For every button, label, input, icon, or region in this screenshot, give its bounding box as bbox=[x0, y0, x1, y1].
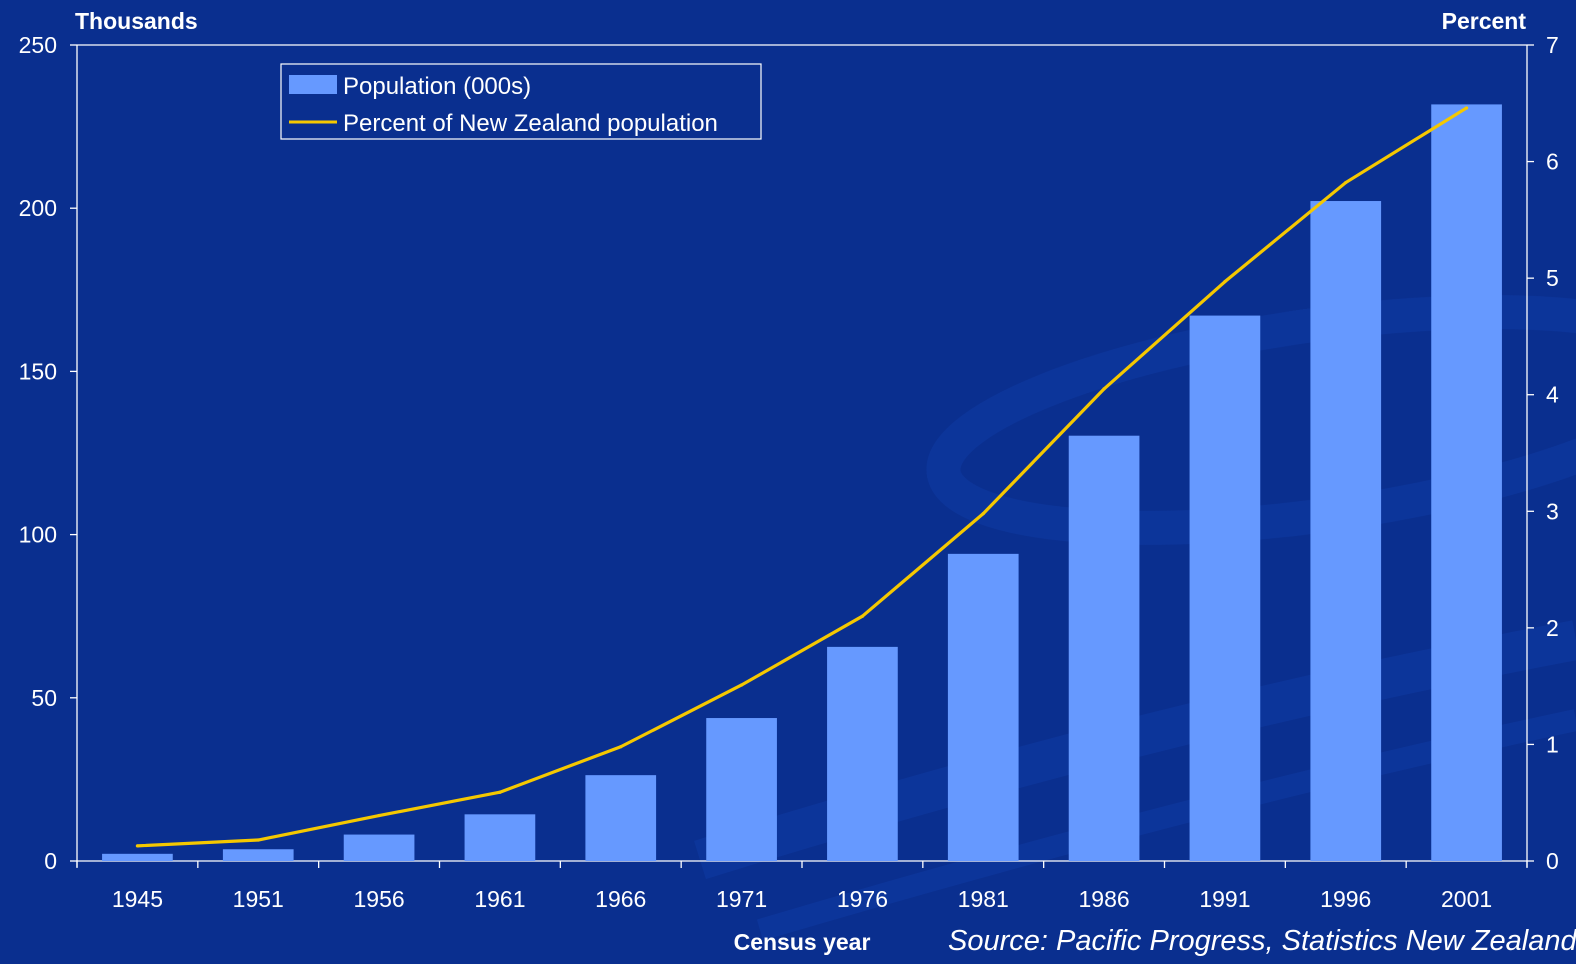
bar bbox=[947, 553, 1019, 861]
line-point bbox=[498, 790, 502, 794]
line-point bbox=[1102, 387, 1106, 391]
line-point bbox=[981, 512, 985, 516]
line-point bbox=[1464, 106, 1469, 110]
bar bbox=[1431, 104, 1502, 862]
line-point bbox=[135, 844, 140, 848]
y2-tick-label: 4 bbox=[1546, 382, 1559, 408]
legend-bar-label: Population (000s) bbox=[343, 73, 531, 100]
y2-tick-label: 5 bbox=[1546, 265, 1559, 291]
x-tick-label: 1981 bbox=[958, 886, 1009, 912]
legend-line-label: Percent of New Zealand population bbox=[343, 110, 718, 137]
line-point bbox=[619, 745, 623, 749]
x-tick-label: 1951 bbox=[233, 886, 284, 912]
x-tick-label: 1986 bbox=[1078, 886, 1129, 912]
axes bbox=[70, 44, 1534, 868]
y2-axis-title: Percent bbox=[1442, 8, 1527, 34]
y2-tick-label: 0 bbox=[1546, 848, 1559, 874]
y2-tick-label: 3 bbox=[1546, 498, 1559, 524]
line-point bbox=[860, 614, 865, 618]
tick-labels: 0 50 100 150 200 250 0 1 2 3 4 5 6 7 1945 1951 1956 1961 1… bbox=[19, 32, 1559, 912]
y-tick-label: 100 bbox=[19, 522, 57, 548]
y-tick-label: 250 bbox=[19, 32, 57, 58]
x-tick-label: 1971 bbox=[716, 886, 767, 912]
bar-series bbox=[102, 104, 1502, 862]
line-point bbox=[1344, 180, 1348, 185]
bar bbox=[222, 849, 294, 861]
bar bbox=[585, 775, 657, 861]
bar bbox=[1310, 201, 1382, 862]
line-point bbox=[256, 838, 260, 842]
y-axis-title: Thousands bbox=[75, 8, 198, 34]
bar bbox=[827, 646, 898, 861]
bar bbox=[1068, 435, 1140, 861]
y-tick-label: 150 bbox=[19, 358, 57, 384]
y2-tick-label: 2 bbox=[1546, 615, 1559, 641]
legend-box bbox=[280, 63, 762, 140]
line-series bbox=[135, 106, 1469, 848]
y-tick-label: 0 bbox=[44, 848, 57, 874]
x-tick-label: 1945 bbox=[112, 886, 163, 912]
legend: Population (000s) Percent of New Zealand… bbox=[280, 63, 762, 140]
y2-tick-label: 1 bbox=[1546, 731, 1559, 757]
x-tick-label: 2001 bbox=[1441, 886, 1492, 912]
line-point bbox=[377, 813, 381, 818]
x-tick-label: 1976 bbox=[837, 886, 888, 912]
x-tick-label: 1956 bbox=[353, 886, 404, 912]
source-note: Source: Pacific Progress, Statistics New… bbox=[948, 925, 1576, 957]
bar bbox=[706, 718, 777, 861]
x-tick-label: 1966 bbox=[595, 886, 646, 912]
y-tick-label: 50 bbox=[31, 685, 57, 711]
y2-tick-label: 7 bbox=[1546, 32, 1559, 58]
x-axis-title: Census year bbox=[734, 929, 871, 955]
line-point bbox=[1223, 280, 1227, 284]
y2-tick-label: 6 bbox=[1546, 149, 1559, 175]
x-tick-label: 1996 bbox=[1320, 886, 1371, 912]
x-tick-label: 1991 bbox=[1199, 886, 1250, 912]
bar bbox=[464, 814, 536, 861]
y-tick-label: 200 bbox=[19, 195, 57, 221]
bar bbox=[343, 834, 415, 861]
percent-line bbox=[137, 106, 1468, 848]
bar bbox=[1189, 315, 1261, 862]
legend-bar-swatch bbox=[289, 75, 337, 94]
x-tick-label: 1961 bbox=[474, 886, 525, 912]
line-point bbox=[739, 683, 744, 687]
bar bbox=[102, 853, 173, 861]
